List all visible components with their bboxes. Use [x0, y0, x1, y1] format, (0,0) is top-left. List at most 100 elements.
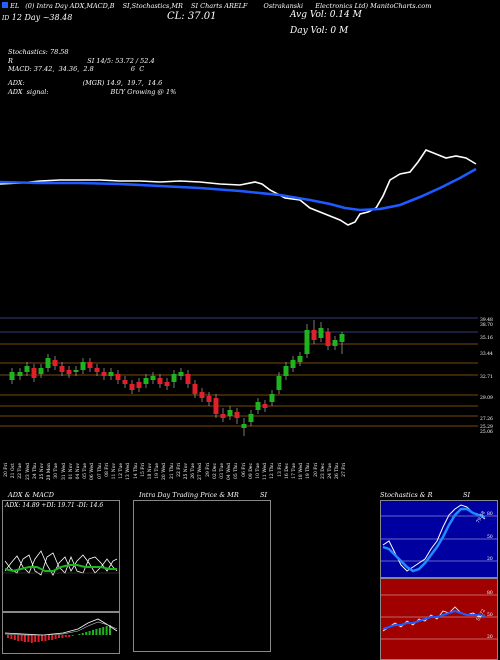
day-value: 12 Day ~38.48: [11, 13, 73, 22]
candle-body: [241, 424, 247, 428]
macd-bar: [20, 635, 23, 641]
header-item-3: SI Charts ARELF: [191, 2, 248, 10]
candle-body: [129, 384, 135, 390]
stoch-label-80: 80: [487, 512, 493, 517]
macd-line: [4, 618, 118, 636]
price-label-6: 29.09: [480, 396, 493, 401]
date-label: 25 Nov: [40, 463, 45, 480]
rsi-label-50: 50: [487, 613, 493, 618]
day-volume: Day Vol: 0 M: [290, 26, 349, 36]
macd-bar: [102, 627, 105, 635]
candle-body: [311, 330, 317, 340]
price-line: [0, 149, 477, 226]
date-label: 09 Dec: [248, 463, 254, 479]
candle-body: [339, 334, 345, 342]
macd-bar: [78, 634, 81, 635]
adx-signal-line: ADX signal: BUY Growing @ 1%: [8, 88, 177, 96]
candle-body: [220, 414, 226, 418]
date-label: 23 Dec: [320, 463, 326, 479]
candle-body: [318, 328, 324, 338]
price-label-1: 39.48: [480, 318, 493, 323]
candle-body: [94, 368, 100, 372]
date-label: 19 Thu: [306, 463, 312, 479]
macd-signal-line: [4, 621, 118, 636]
intraday-panel: [133, 500, 271, 652]
date-label: 14 Thu: [133, 463, 139, 479]
candle-body: [136, 382, 142, 388]
candle-body: [206, 396, 212, 402]
date-label: 21 Oct: [11, 463, 17, 479]
adx-line: ADX: (MGR) 14.9, 19.7, 14.6: [8, 79, 163, 87]
close-price: CL: 37.01: [167, 11, 217, 22]
candle-body: [38, 368, 44, 374]
date-label: 23 Wed: [25, 463, 31, 480]
header-item-2: SI,Stochastics,MR: [122, 2, 183, 10]
macd-bar: [92, 630, 94, 635]
rsi-line: R SI 14/5: 53.72 / 52.4: [8, 57, 155, 65]
candle-body: [157, 378, 163, 384]
macd-bar: [71, 635, 74, 636]
date-label: 21 Thu: [169, 463, 175, 479]
candle-body: [80, 362, 86, 370]
moving-average-line: [0, 167, 477, 212]
date-label: 11 Wed: [263, 463, 269, 480]
candle-body: [276, 376, 282, 390]
macd-bar: [44, 635, 47, 641]
date-label: 17 Tue: [292, 463, 297, 479]
candle-body: [24, 366, 30, 372]
candle-body: [122, 380, 128, 384]
macd-bar: [58, 635, 60, 638]
date-label: 10 Tue: [256, 463, 261, 479]
date-label: 06 Wed: [90, 463, 96, 480]
price-label-9: 25.06: [480, 430, 493, 435]
candle-body: [255, 402, 261, 410]
macd-bar: [81, 633, 84, 635]
adx-panel-title: ADX & MACD: [8, 491, 54, 499]
stoch-panel-title: Stochastics & R: [380, 491, 433, 499]
candle-body: [59, 366, 65, 372]
macd-bar: [85, 632, 88, 635]
candle-body: [45, 358, 51, 368]
date-label: 15 Fri: [140, 463, 146, 477]
candle-body: [17, 372, 23, 376]
candle-body: [101, 372, 107, 376]
date-label: 26 Tue: [191, 463, 197, 479]
price-label-7: 27.26: [480, 417, 493, 422]
macd-bar: [88, 631, 91, 635]
macd-bar: [51, 635, 54, 640]
macd-bar: [30, 635, 33, 643]
candle-body: [199, 392, 205, 398]
macd-bar: [17, 635, 20, 641]
avg-volume: Avg Vol: 0.14 M: [290, 10, 362, 20]
candle-body: [150, 376, 156, 380]
header-item-1: (0) Intra Day ADX,MACD,B: [25, 2, 115, 10]
date-label: 13 Fri: [277, 463, 283, 477]
price-label-3: 35.16: [480, 336, 493, 341]
date-label: 20 Fri: [4, 463, 9, 477]
macd-bar: [37, 635, 40, 642]
candle-body: [234, 412, 240, 418]
price-label-5: 32.71: [480, 375, 493, 380]
candle-body: [304, 330, 310, 354]
candle-body: [9, 372, 15, 380]
date-label: 25 Nov: [184, 463, 189, 480]
date-label: 20 Fri: [313, 463, 319, 477]
macd-line: MACD: 37.42, 34.36, 2.8 6 C: [8, 65, 145, 73]
header-item-5: Electronics Ltd) ManitoCharts.com: [315, 2, 432, 10]
candle-body: [87, 362, 93, 368]
candle-body: [262, 404, 268, 408]
candle-body: [290, 360, 296, 368]
stochastics-panel: 80 50 20 79.58: [380, 500, 498, 578]
header-bar: EL (0) Intra Day ADX,MACD,B SI,Stochasti…: [2, 2, 498, 10]
rsi-label-20: 20: [487, 635, 493, 640]
date-label: 30 Tue: [54, 463, 60, 479]
macd-bar: [64, 635, 67, 637]
date-label: 03 Tue: [220, 463, 225, 479]
date-label: 12 Thu: [270, 463, 276, 479]
macd-bar: [61, 635, 64, 638]
date-label: 08 Fri: [104, 463, 110, 477]
date-label: 05 Thu: [234, 463, 240, 479]
macd-bar: [7, 635, 9, 638]
stoch-label-50: 50: [487, 535, 493, 540]
candle-body: [143, 378, 149, 384]
